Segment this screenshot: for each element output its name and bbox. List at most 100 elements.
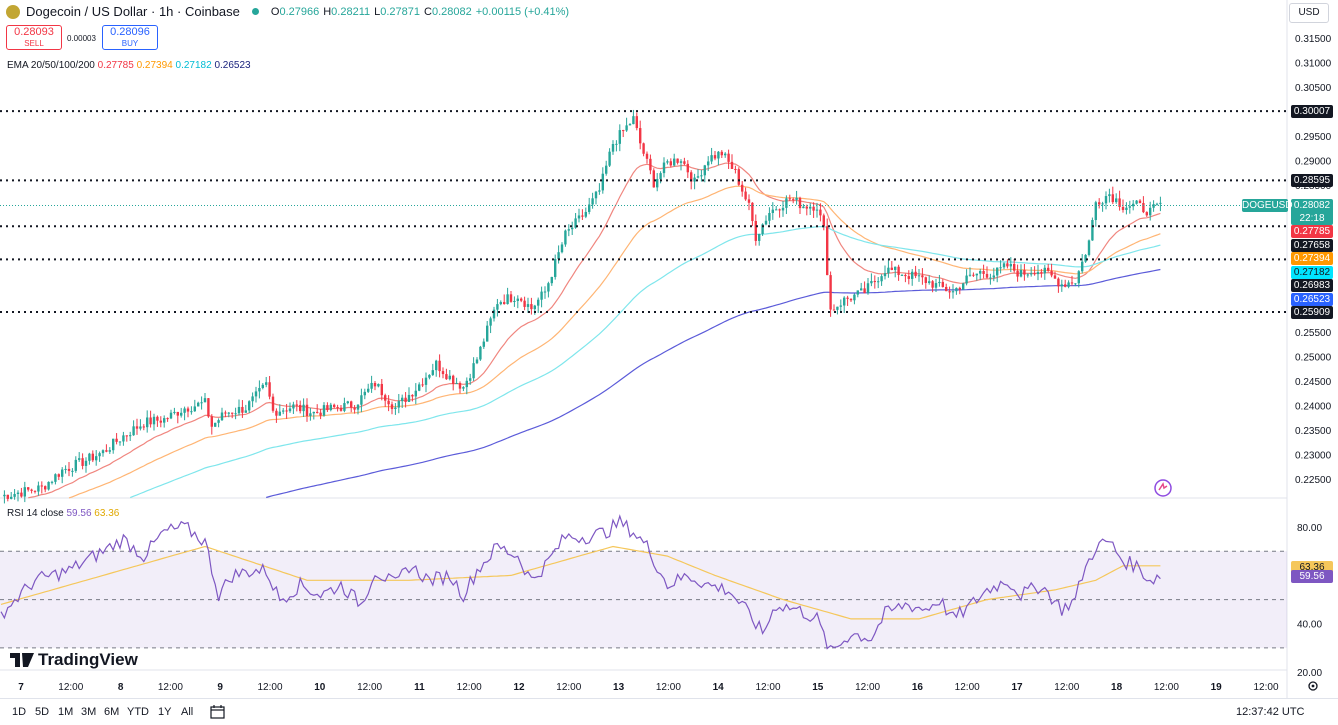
candle-body [486, 325, 489, 342]
rsi-line[interactable] [0, 514, 1161, 650]
candle-body [931, 281, 934, 288]
time-tick-label: 15 [812, 682, 824, 693]
symbol-tag[interactable]: DOGEUSD [1242, 198, 1293, 212]
time-tick-label: 12:00 [556, 682, 581, 693]
buy-label: BUY [121, 39, 139, 48]
price-tick-label: 0.31000 [1295, 59, 1332, 70]
symbol-title[interactable]: Dogecoin / US Dollar · 1h · Coinbase [26, 4, 240, 19]
time-tick-label: 12:00 [1054, 682, 1079, 693]
range-button-6m[interactable]: 6M [104, 706, 120, 718]
ema100-tag[interactable]: 0.27182 [1291, 265, 1333, 279]
candle-body [23, 487, 26, 497]
candle-body [588, 204, 591, 212]
candle-body [870, 281, 873, 284]
candle-body [288, 408, 292, 412]
currency-button[interactable]: USD [1289, 3, 1329, 23]
price-tick-label: 0.30500 [1295, 83, 1332, 94]
candle-body [139, 426, 142, 429]
candle-body [812, 206, 815, 211]
range-button-1d[interactable]: 1D [12, 706, 27, 718]
candle-body [1084, 254, 1087, 262]
candle-body [968, 274, 972, 276]
candle-body [265, 382, 268, 385]
candle-body [843, 297, 846, 306]
ema50-line[interactable] [68, 185, 1161, 499]
level-tag[interactable]: 0.30007 [1291, 104, 1333, 118]
range-button-5d[interactable]: 5D [35, 706, 50, 718]
candle-body [652, 170, 655, 188]
candle-body [411, 394, 414, 397]
bar-countdown: 22:18 [1299, 212, 1325, 224]
candle-body [710, 155, 713, 162]
candle-body [333, 404, 336, 408]
candle-body [132, 426, 135, 436]
price-tick-label: 0.29500 [1295, 132, 1332, 143]
candle-body [1067, 282, 1070, 287]
ema20-line[interactable] [28, 162, 1161, 499]
candle-body [421, 384, 424, 386]
candle-body [645, 153, 649, 159]
compare-icon[interactable] [1154, 479, 1172, 497]
level-tag[interactable]: 0.25909 [1291, 305, 1333, 319]
candle-body [91, 453, 94, 461]
ema100-line[interactable] [129, 226, 1161, 499]
candle-body [1111, 194, 1114, 203]
bottom-toolbar [0, 698, 1338, 725]
range-button-1y[interactable]: 1Y [158, 706, 172, 718]
candle-body [690, 172, 693, 182]
range-button-ytd[interactable]: YTD [127, 706, 149, 718]
candle-body [414, 390, 417, 397]
candle-body [394, 407, 397, 410]
candle-body [707, 161, 710, 166]
candle-body [914, 271, 917, 277]
candle-body [336, 407, 339, 409]
ema200-tag[interactable]: 0.26523 [1291, 292, 1333, 306]
ohlc-label: C [424, 5, 432, 18]
candle-body [1057, 278, 1060, 287]
level-tag[interactable]: 0.27658 [1291, 238, 1333, 252]
candle-body [836, 306, 839, 310]
candle-body [268, 382, 271, 397]
candle-body [472, 363, 475, 379]
utc-clock[interactable]: 12:37:42 UTC [1236, 706, 1305, 718]
candle-body [676, 158, 679, 163]
candle-body [435, 360, 438, 371]
range-button-all[interactable]: All [181, 706, 194, 718]
candle-body [594, 191, 598, 199]
settings-icon[interactable] [1308, 681, 1318, 691]
candle-body [543, 291, 547, 293]
candle-body [180, 412, 183, 416]
candle-body [856, 290, 859, 295]
ema50-tag[interactable]: 0.27394 [1291, 251, 1333, 265]
buy-button[interactable]: 0.28096 BUY [102, 25, 158, 50]
ohlc-label: L [374, 5, 381, 18]
rsi-legend[interactable]: RSI 14 close 59.56 63.36 [7, 508, 119, 519]
range-button-3m[interactable]: 3M [81, 706, 97, 718]
ema-legend[interactable]: EMA 20/50/100/200 0.27785 0.27394 0.2718… [7, 60, 251, 71]
price-tick-label: 0.25500 [1295, 328, 1332, 339]
candle-body [989, 277, 992, 279]
ema200-line[interactable] [266, 268, 1161, 499]
candle-body [13, 493, 16, 497]
candle-body [591, 198, 594, 205]
candle-body [455, 383, 458, 385]
level-tag[interactable]: 0.26983 [1291, 278, 1333, 292]
rsi-tag[interactable]: 59.56 [1291, 569, 1333, 583]
candle-body [101, 450, 105, 454]
candle-body [1094, 202, 1097, 221]
date-range-icon[interactable] [209, 704, 227, 720]
candle-body [1074, 283, 1077, 285]
candle-body [390, 404, 394, 410]
candle-body [186, 408, 190, 412]
sell-button[interactable]: 0.28093 SELL [6, 25, 62, 50]
range-button-1m[interactable]: 1M [58, 706, 74, 718]
level-tag[interactable]: 0.28595 [1291, 173, 1333, 187]
candle-body [407, 394, 411, 402]
candle-body [108, 450, 111, 452]
candle-body [367, 388, 370, 392]
rsi-tick-label: 40.00 [1297, 620, 1322, 631]
ema20-tag[interactable]: 0.27785 [1291, 224, 1333, 238]
candle-body [74, 459, 77, 471]
current-price-tag[interactable]: 0.28082 22:18 [1291, 198, 1333, 225]
